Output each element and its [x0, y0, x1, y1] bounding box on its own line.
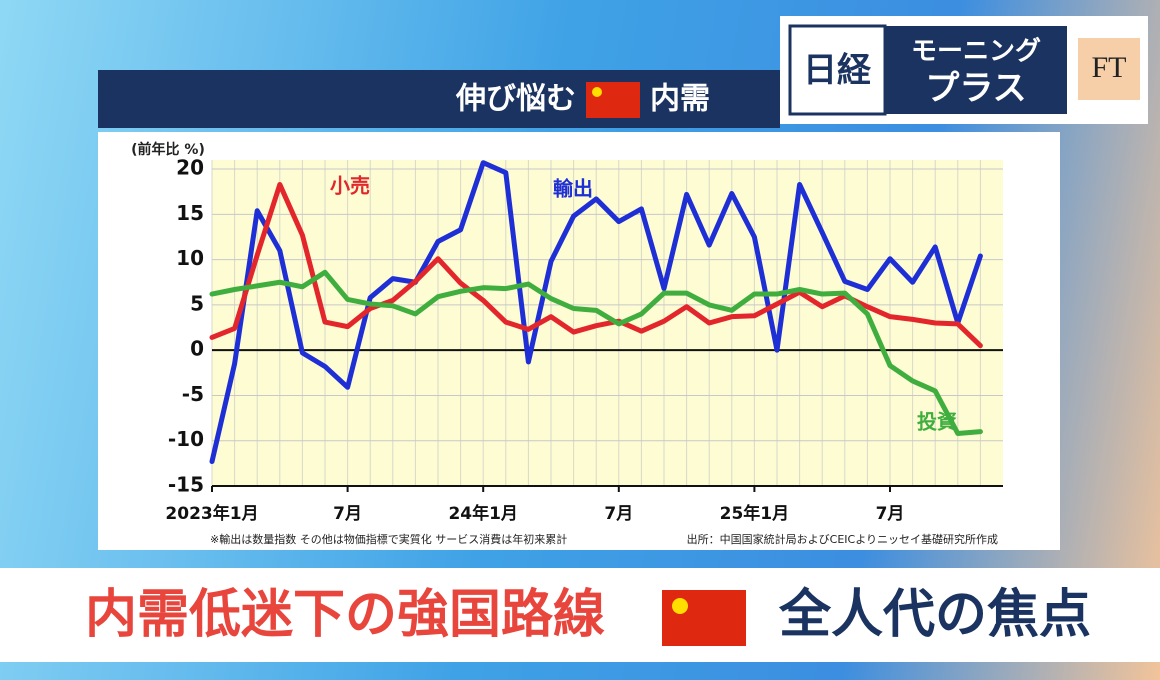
caption-text: 全人代の焦点	[778, 585, 1091, 645]
chart-title: 内需	[650, 82, 710, 117]
x-tick-label: 2023年1月	[165, 503, 258, 524]
y-tick-label: 10	[176, 246, 204, 270]
logo-text: 日経	[803, 51, 872, 91]
series-label: 投資	[917, 410, 957, 434]
line	[209, 160, 983, 465]
logo-text: モーニング	[911, 37, 1041, 67]
ft-text: FT	[1091, 51, 1126, 84]
x-tick-label: 25年1月	[720, 503, 790, 524]
logo-frame	[788, 24, 887, 116]
series-label: 小売	[330, 174, 370, 198]
x-tick-label: 7月	[333, 504, 362, 524]
flag-star	[672, 598, 688, 614]
x-tick-label: 7月	[876, 504, 905, 524]
caption-text: 内需低迷下の強国路線	[85, 585, 605, 645]
flag-star	[592, 87, 602, 97]
chart-title: 伸び悩む	[455, 82, 576, 117]
source: 出所：中国国家統計局およびCEICよりニッセイ基礎研究所作成	[687, 532, 998, 546]
line	[209, 269, 983, 436]
x-tick-label: 7月	[604, 504, 633, 524]
ft-logo	[1078, 38, 1140, 100]
flag	[662, 590, 746, 646]
y-tick-label: 20	[176, 156, 204, 180]
y-tick-label: -15	[168, 473, 204, 497]
logo-panel	[885, 26, 1067, 114]
y-tick-label: -5	[182, 382, 204, 406]
flag	[586, 82, 640, 118]
series-label: 輸出	[553, 177, 593, 201]
logo-text: プラス	[925, 69, 1026, 109]
x-tick-label: 24年1月	[448, 503, 518, 524]
y-tick-label: 0	[190, 337, 204, 361]
caption-bar	[0, 568, 1160, 662]
y-tick-label: 5	[190, 291, 204, 315]
note: ※輸出は数量指数 その他は物価指標で実質化 サービス消費は年初来累計	[210, 532, 567, 546]
y-tick-label: -10	[168, 427, 204, 451]
y-tick-label: 15	[176, 201, 204, 225]
y-axis-label: (前年比 %)	[131, 141, 205, 158]
title-bar	[98, 70, 780, 128]
